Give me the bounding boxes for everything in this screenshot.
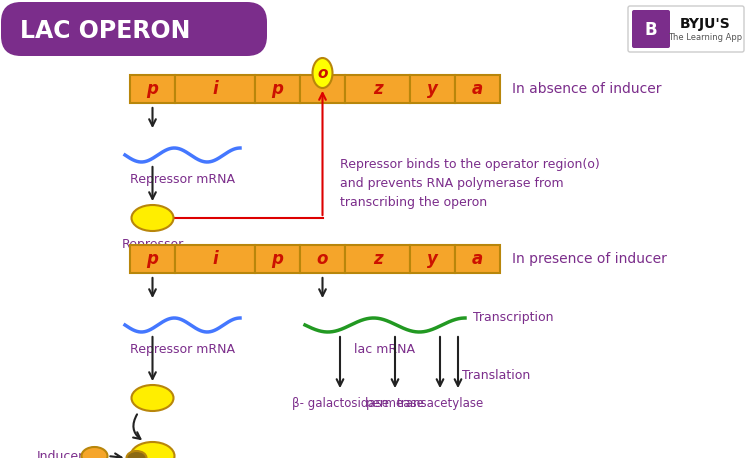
Text: y: y [427,80,438,98]
FancyBboxPatch shape [628,6,744,52]
Text: a: a [472,250,483,268]
Text: permease: permease [365,397,424,410]
Text: LAC OPERON: LAC OPERON [20,19,190,43]
Text: i: i [212,250,217,268]
Bar [410,75,455,103]
Text: B: B [645,21,657,39]
Text: Repressor: Repressor [122,238,184,251]
Bar [345,245,410,273]
FancyBboxPatch shape [1,2,267,56]
Text: Inducer: Inducer [38,449,85,458]
Text: lac mRNA: lac mRNA [355,343,416,356]
Text: Repressor mRNA: Repressor mRNA [130,343,235,356]
Bar [300,245,345,273]
Bar [255,75,300,103]
Text: Translation: Translation [462,369,530,382]
Ellipse shape [131,205,173,231]
Text: transacetylase: transacetylase [396,397,484,410]
Text: The Learning App: The Learning App [668,33,742,43]
Bar [130,75,175,103]
Text: p: p [272,250,284,268]
Ellipse shape [313,58,332,88]
Text: o: o [317,65,328,81]
Ellipse shape [82,447,107,458]
Bar [175,75,255,103]
Text: y: y [427,250,438,268]
Bar [300,75,345,103]
Text: β- galactosidase: β- galactosidase [292,397,388,410]
Text: o: o [316,250,328,268]
Text: Repressor mRNA: Repressor mRNA [130,173,235,186]
Text: Repressor binds to the operator region(o)
and prevents RNA polymerase from
trans: Repressor binds to the operator region(o… [340,158,600,209]
FancyBboxPatch shape [632,10,670,48]
Text: z: z [373,80,382,98]
Text: p: p [272,80,284,98]
Bar [455,245,500,273]
Bar [255,245,300,273]
Text: In absence of inducer: In absence of inducer [512,82,662,96]
Text: a: a [472,80,483,98]
Text: In presence of inducer: In presence of inducer [512,252,667,266]
Bar [175,245,255,273]
Bar [410,245,455,273]
Ellipse shape [127,451,146,458]
Text: Transcription: Transcription [473,311,554,323]
Text: p: p [146,250,158,268]
Text: p: p [146,80,158,98]
Ellipse shape [131,385,173,411]
Bar [130,245,175,273]
Text: BYJU'S: BYJU'S [680,17,730,31]
Bar [455,75,500,103]
Text: i: i [212,80,217,98]
Bar [345,75,410,103]
Ellipse shape [130,442,175,458]
Text: z: z [373,250,382,268]
